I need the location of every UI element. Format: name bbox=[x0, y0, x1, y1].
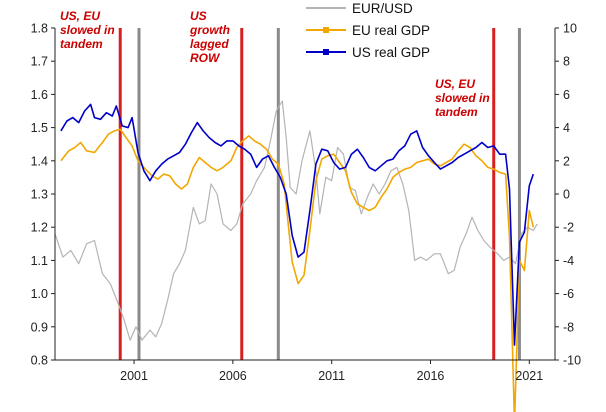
annotation-3-line-3: tandem bbox=[435, 105, 478, 119]
legend-label-eu-gdp: EU real GDP bbox=[352, 23, 430, 38]
axes-layer bbox=[54, 28, 556, 361]
y-right-tick-label: 0 bbox=[563, 188, 570, 202]
ticks-layer: 0.8 0.9 1.0 1.1 1.2 1.3 1.4 1.5 1.6 1.7 1.8 -10 -8 -6… bbox=[31, 22, 582, 384]
vertical-marker-layer bbox=[118, 28, 521, 360]
y-right-tick-label: 10 bbox=[563, 22, 577, 36]
y-left-tick-label: 1.3 bbox=[31, 188, 48, 202]
x-tick-label: 2016 bbox=[417, 369, 445, 383]
y-right-tick-label: 2 bbox=[563, 154, 570, 168]
y-right-tick-label: 4 bbox=[563, 121, 570, 135]
legend-marker-us-gdp bbox=[323, 49, 329, 55]
legend-item-us-gdp: US real GDP bbox=[306, 45, 430, 60]
series-line-us-real-gdp bbox=[60, 103, 535, 346]
annotation-1-line-3: tandem bbox=[60, 37, 103, 51]
annotation-2-line-2: growth bbox=[189, 23, 230, 37]
y-left-tick-label: 0.8 bbox=[31, 354, 48, 368]
x-tick-label: 2001 bbox=[120, 369, 148, 383]
annotation-2-line-4: ROW bbox=[190, 51, 221, 65]
legend-label-eurusd: EUR/USD bbox=[352, 1, 413, 16]
y-left-tick-label: 1.0 bbox=[31, 287, 48, 301]
series-line-eu-real-gdp bbox=[60, 128, 535, 412]
x-tick-label: 2021 bbox=[515, 369, 543, 383]
annotation-1-line-2: slowed in bbox=[60, 23, 115, 37]
y-right-tick-label: -10 bbox=[563, 354, 581, 368]
annotation-1-line-1: US, EU bbox=[60, 9, 100, 23]
y-right-tick-label: -8 bbox=[563, 320, 574, 334]
y-left-tick-label: 0.9 bbox=[31, 320, 48, 334]
y-left-tick-label: 1.1 bbox=[31, 254, 48, 268]
legend-item-eu-gdp: EU real GDP bbox=[306, 23, 430, 38]
x-tick-label: 2006 bbox=[219, 369, 247, 383]
annotation-3: US, EU slowed in tandem bbox=[435, 77, 493, 119]
legend-label-us-gdp: US real GDP bbox=[352, 45, 430, 60]
legend: EUR/USD EU real GDP US real GDP bbox=[302, 0, 478, 62]
annotation-2: US growth lagged ROW bbox=[189, 9, 233, 65]
y-right-tick-label: -2 bbox=[563, 221, 574, 235]
y-left-tick-label: 1.5 bbox=[31, 121, 48, 135]
legend-item-eurusd: EUR/USD bbox=[306, 1, 413, 16]
y-left-tick-label: 1.6 bbox=[31, 88, 48, 102]
annotation-3-line-1: US, EU bbox=[435, 77, 475, 91]
y-left-tick-label: 1.2 bbox=[31, 221, 48, 235]
annotation-2-line-1: US bbox=[190, 9, 207, 23]
annotation-2-line-3: lagged bbox=[190, 37, 229, 51]
y-right-tick-label: 6 bbox=[563, 88, 570, 102]
y-left-tick-label: 1.8 bbox=[31, 22, 48, 36]
y-right-tick-label: -6 bbox=[563, 287, 574, 301]
series-layer bbox=[54, 100, 538, 412]
annotation-3-line-2: slowed in bbox=[435, 91, 490, 105]
y-left-tick-label: 1.4 bbox=[31, 154, 48, 168]
x-tick-label: 2011 bbox=[318, 369, 345, 383]
y-right-tick-label: -4 bbox=[563, 254, 574, 268]
legend-marker-eu-gdp bbox=[323, 27, 329, 33]
series-line-eur-usd bbox=[54, 100, 538, 341]
y-left-tick-label: 1.7 bbox=[31, 55, 48, 69]
annotations-layer: US, EU slowed in tandem US growth lagged… bbox=[60, 9, 493, 119]
y-right-tick-label: 8 bbox=[563, 55, 570, 69]
annotation-1: US, EU slowed in tandem bbox=[60, 9, 118, 51]
